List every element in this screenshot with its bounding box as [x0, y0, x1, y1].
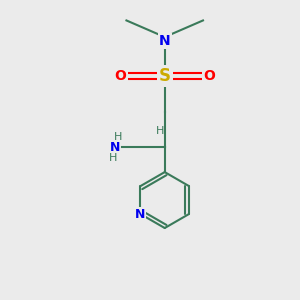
Text: H: H [113, 132, 122, 142]
Text: H: H [109, 153, 117, 163]
Text: N: N [110, 141, 120, 154]
Text: N: N [135, 208, 146, 220]
Text: S: S [159, 68, 171, 85]
Text: O: O [203, 69, 215, 83]
Text: N: N [159, 34, 170, 48]
Text: H: H [156, 126, 164, 136]
Text: O: O [115, 69, 127, 83]
